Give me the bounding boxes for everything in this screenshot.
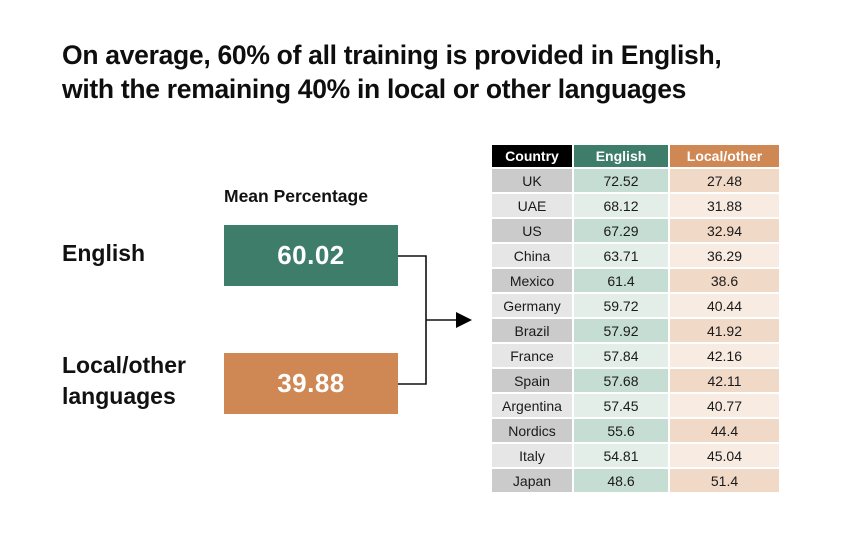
- table-row: France 57.84 42.16: [492, 344, 779, 367]
- table-row: Japan 48.6 51.4: [492, 469, 779, 492]
- english-cell: 57.45: [574, 394, 668, 417]
- english-mean-value: 60.02: [277, 240, 345, 270]
- local-cell: 44.4: [670, 419, 779, 442]
- local-cell: 40.44: [670, 294, 779, 317]
- local-cell: 38.6: [670, 269, 779, 292]
- local-cell: 32.94: [670, 219, 779, 242]
- english-label: English: [62, 240, 146, 266]
- table-header-row: Country English Local/other: [492, 145, 779, 167]
- english-cell: 57.68: [574, 369, 668, 392]
- local-cell: 27.48: [670, 169, 779, 192]
- arrow-right-icon: [456, 312, 472, 328]
- country-table: Country English Local/other UK 72.52 27.48 UA…: [490, 143, 781, 494]
- table-body: UK 72.52 27.48 UAE 68.12 31.88 US 67.29 32.94 Chi…: [492, 169, 779, 492]
- english-mean-box: 60.02: [224, 225, 398, 286]
- english-cell: 55.6: [574, 419, 668, 442]
- english-cell: 68.12: [574, 194, 668, 217]
- local-mean-value: 39.88: [277, 368, 345, 398]
- english-cell: 57.84: [574, 344, 668, 367]
- column-header-local-other: Local/other: [670, 145, 779, 167]
- country-cell: Argentina: [492, 394, 572, 417]
- local-cell: 45.04: [670, 444, 779, 467]
- local-cell: 41.92: [670, 319, 779, 342]
- local-cell: 31.88: [670, 194, 779, 217]
- country-cell: Spain: [492, 369, 572, 392]
- english-cell: 59.72: [574, 294, 668, 317]
- english-cell: 61.4: [574, 269, 668, 292]
- table-row: Germany 59.72 40.44: [492, 294, 779, 317]
- table-row: China 63.71 36.29: [492, 244, 779, 267]
- local-mean-box: 39.88: [224, 353, 398, 414]
- local-cell: 42.16: [670, 344, 779, 367]
- column-header-country: Country: [492, 145, 572, 167]
- local-cell: 51.4: [670, 469, 779, 492]
- local-cell: 40.77: [670, 394, 779, 417]
- english-cell: 54.81: [574, 444, 668, 467]
- country-cell: France: [492, 344, 572, 367]
- english-cell: 48.6: [574, 469, 668, 492]
- country-cell: Nordics: [492, 419, 572, 442]
- local-other-label: Local/other languages: [62, 352, 186, 409]
- country-cell: UAE: [492, 194, 572, 217]
- table-row: Spain 57.68 42.11: [492, 369, 779, 392]
- table-row: Mexico 61.4 38.6: [492, 269, 779, 292]
- table-row: Argentina 57.45 40.77: [492, 394, 779, 417]
- country-cell: Mexico: [492, 269, 572, 292]
- table-row: UAE 68.12 31.88: [492, 194, 779, 217]
- table-row: Nordics 55.6 44.4: [492, 419, 779, 442]
- table-row: Italy 54.81 45.04: [492, 444, 779, 467]
- column-header-english: English: [574, 145, 668, 167]
- local-cell: 42.11: [670, 369, 779, 392]
- country-cell: Germany: [492, 294, 572, 317]
- title-line-1: On average, 60% of all training is provi…: [62, 40, 722, 70]
- country-cell: UK: [492, 169, 572, 192]
- title-line-2: with the remaining 40% in local or other…: [62, 74, 687, 104]
- mean-percentage-header: Mean Percentage: [224, 186, 368, 206]
- english-cell: 63.71: [574, 244, 668, 267]
- page-title: On average, 60% of all training is provi…: [62, 38, 802, 106]
- country-cell: Japan: [492, 469, 572, 492]
- english-cell: 67.29: [574, 219, 668, 242]
- country-cell: US: [492, 219, 572, 242]
- table-row: UK 72.52 27.48: [492, 169, 779, 192]
- country-cell: China: [492, 244, 572, 267]
- table-row: US 67.29 32.94: [492, 219, 779, 242]
- english-cell: 72.52: [574, 169, 668, 192]
- local-cell: 36.29: [670, 244, 779, 267]
- english-cell: 57.92: [574, 319, 668, 342]
- country-cell: Italy: [492, 444, 572, 467]
- table-row: Brazil 57.92 41.92: [492, 319, 779, 342]
- country-cell: Brazil: [492, 319, 572, 342]
